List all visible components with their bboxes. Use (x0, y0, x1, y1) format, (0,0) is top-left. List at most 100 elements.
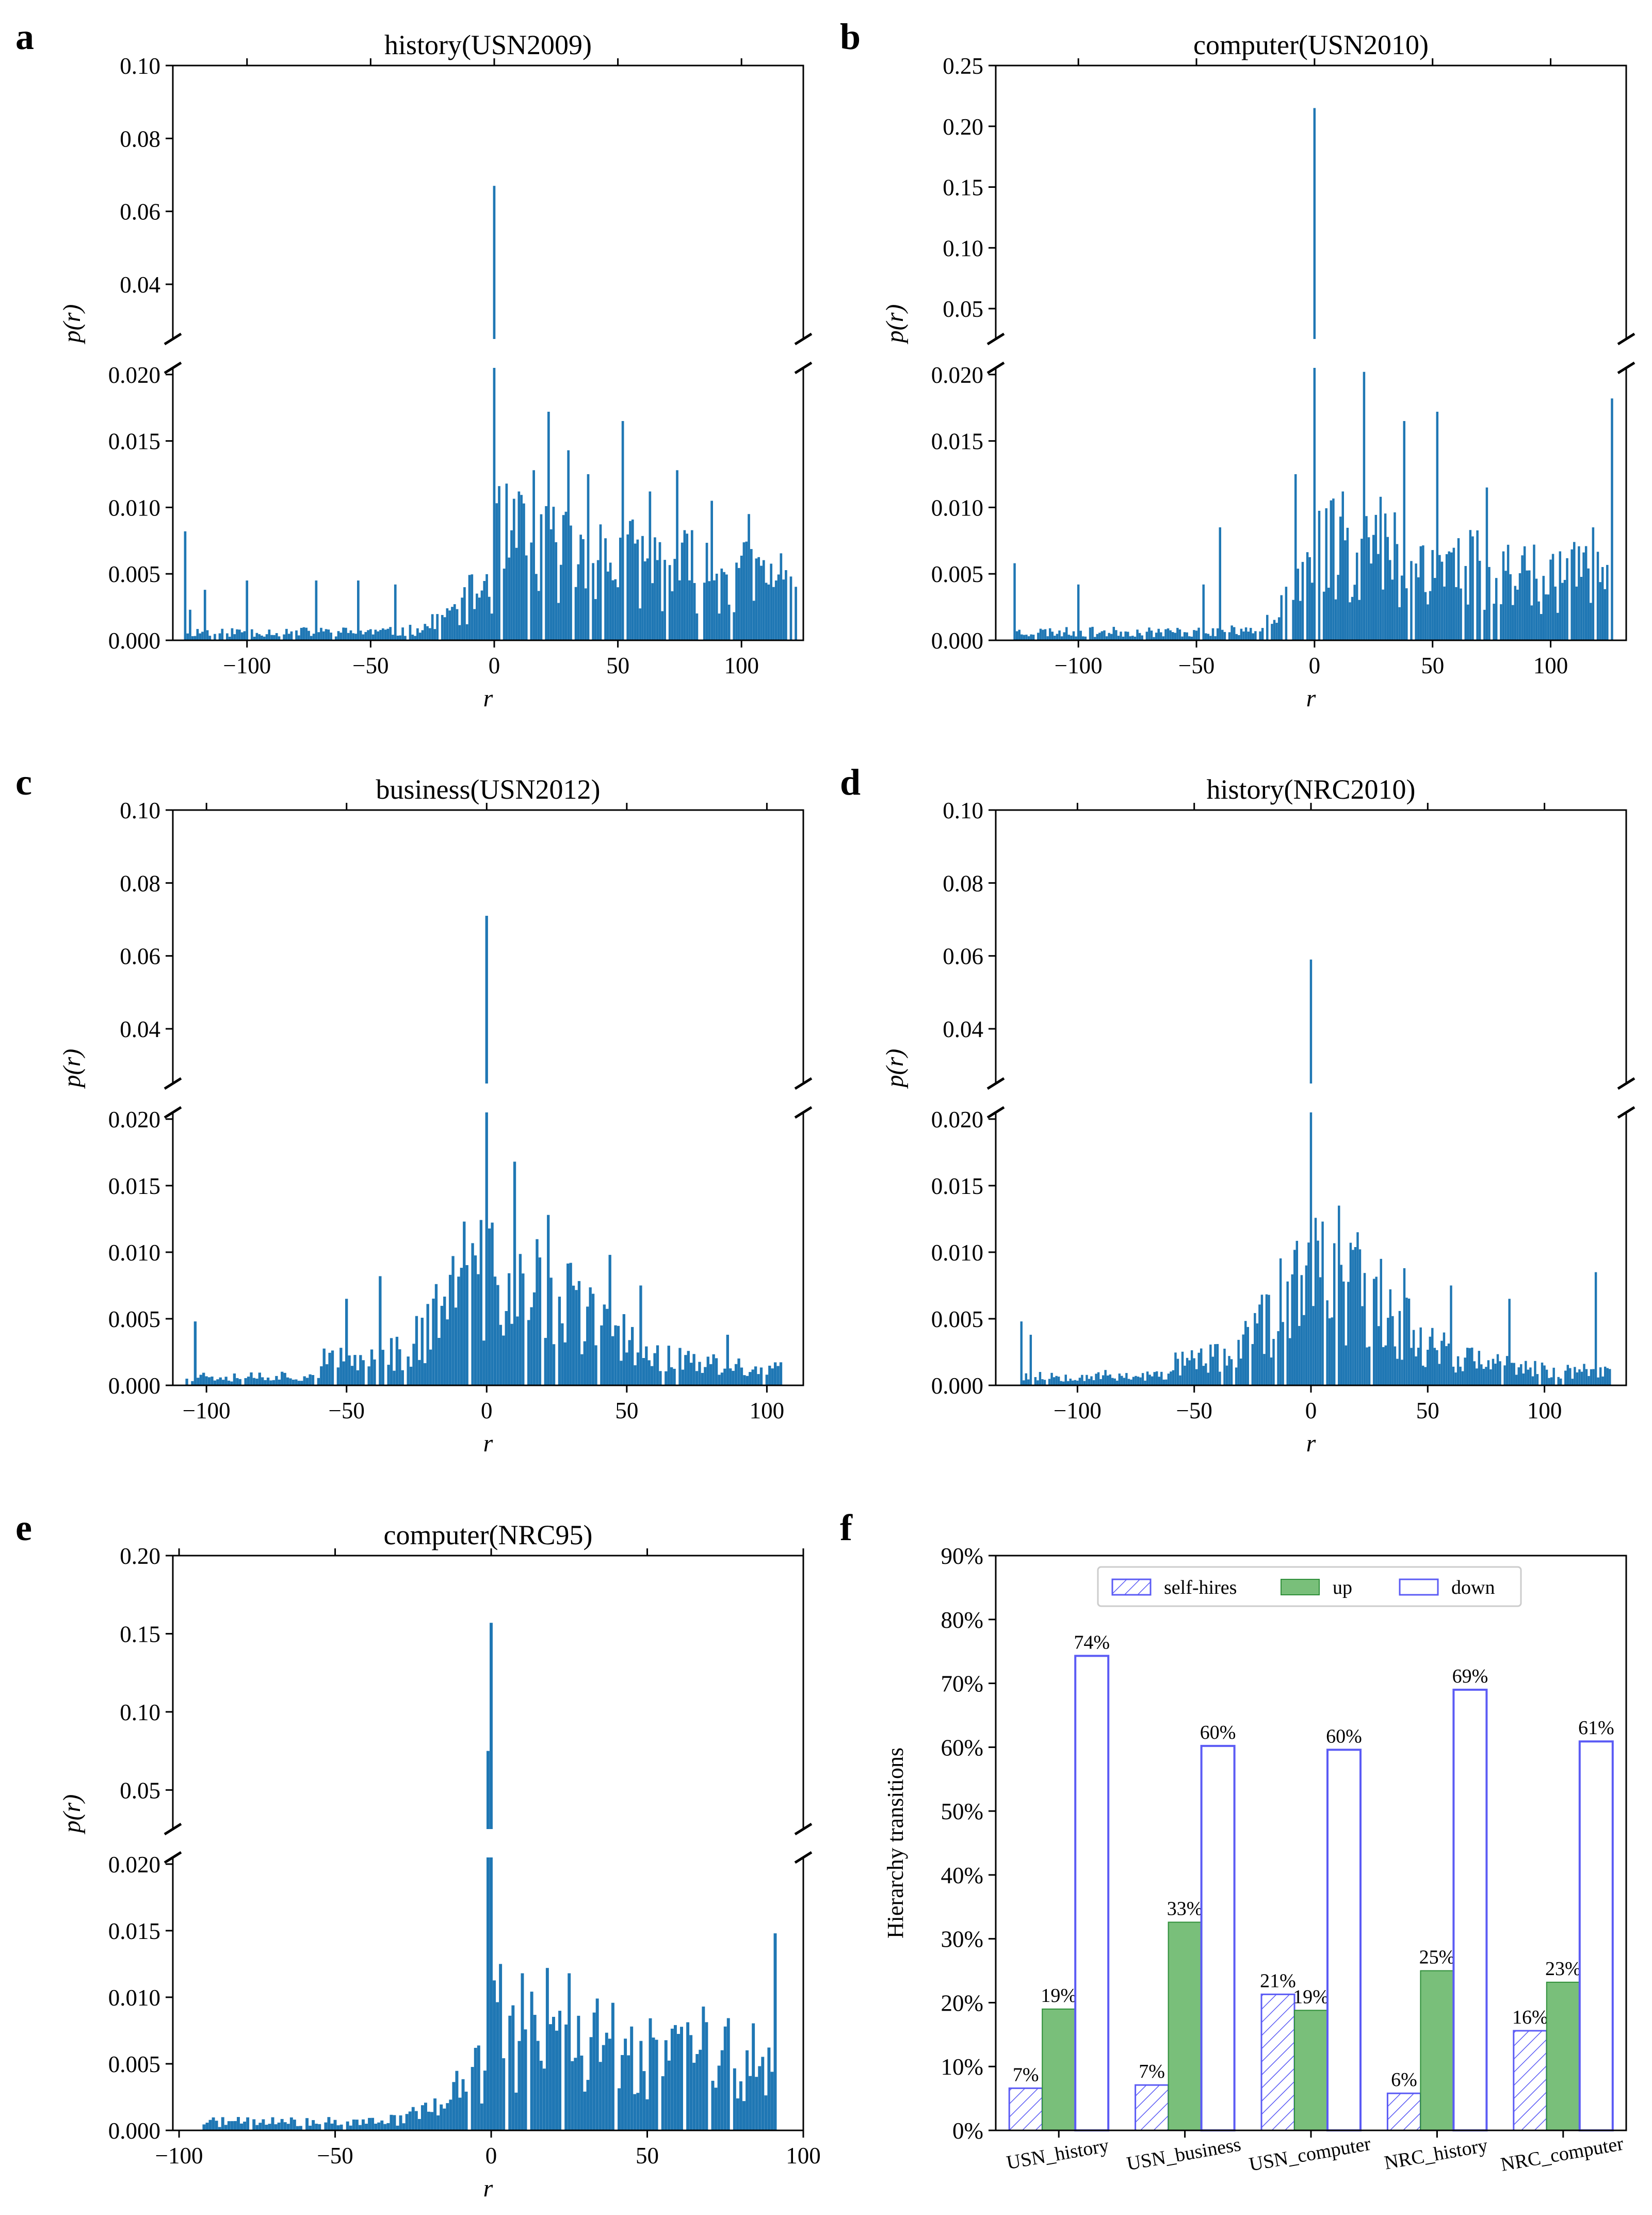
hist-bar (1354, 1247, 1357, 1385)
hist-bar (1023, 635, 1026, 640)
bar-data-label: 23% (1545, 1958, 1581, 1980)
lower-axis-frame (995, 368, 1627, 641)
hist-bar (537, 591, 540, 640)
hist-bar (711, 2080, 715, 2130)
hist-bar (339, 1348, 343, 1385)
hist-bar (746, 1376, 749, 1385)
hist-bar (1540, 614, 1543, 640)
hist-bar (517, 491, 521, 640)
x-tick-label: 50 (1421, 653, 1444, 678)
hist-bar (1422, 545, 1424, 640)
hist-bar (1450, 1285, 1452, 1385)
hist-bar (636, 2093, 640, 2130)
hist-bar (695, 2054, 699, 2130)
hist-bar (1123, 1378, 1126, 1385)
hist-bar (1205, 633, 1207, 640)
hist-bar (587, 474, 590, 640)
hist-bar (649, 491, 652, 640)
hist-bar (1429, 591, 1432, 640)
hist-bar (1145, 632, 1148, 640)
hist-bar (1476, 530, 1479, 640)
bar-self-hires-USN_computer (1260, 1993, 1295, 2131)
x-tick-label: 0 (481, 1398, 493, 1424)
hist-bar (1235, 634, 1238, 640)
hist-bar (1370, 563, 1372, 640)
hist-bar (303, 1376, 306, 1385)
hist-bar (1405, 1298, 1408, 1385)
hist-bar (1476, 1368, 1478, 1385)
bar-self-hires-NRC_computer (1513, 2030, 1548, 2131)
hist-bar (549, 1278, 553, 1385)
hist-bar (186, 633, 189, 640)
hist-bar (1172, 1370, 1175, 1385)
hist-bar (642, 2071, 646, 2130)
x-tick-label: 100 (750, 1398, 785, 1424)
hist-bar (1043, 1380, 1046, 1385)
hist-bar (1156, 1371, 1158, 1385)
hist-bar (493, 1276, 497, 1385)
hist-bar (1044, 629, 1047, 640)
hist-bar (499, 1964, 503, 2130)
hist-bar (574, 587, 577, 640)
hist-bar (272, 1380, 276, 1385)
hist-bar (261, 635, 263, 640)
hist-bar (334, 636, 337, 640)
hist-bar (1504, 571, 1507, 640)
hist-bar (1433, 1348, 1436, 1385)
panel-d: d history(NRC2010) 0.04 0.06 0.08 0.10 0.000 0.… (840, 762, 1635, 1457)
hist-bar (345, 1299, 348, 1385)
hist-bar (505, 1311, 508, 1385)
hist-bar (1141, 635, 1143, 640)
hist-bar (238, 1379, 241, 1385)
hist-bar (1104, 1370, 1107, 1385)
hist-bar (705, 2022, 708, 2130)
hist-bar (510, 530, 513, 640)
y-tick-label: 0.10 (120, 1700, 160, 1725)
axis-break-mark (1617, 1106, 1635, 1119)
hist-bar (302, 627, 305, 640)
hist-bar (482, 1340, 485, 1385)
hist-bar (1534, 1361, 1536, 1385)
hist-bar (1076, 1380, 1079, 1385)
hist-bar (297, 1381, 301, 1385)
hist-bar (1137, 1377, 1140, 1385)
hist-bar (654, 537, 656, 640)
hist-bar (1188, 636, 1191, 640)
hist-bar (1088, 1379, 1091, 1385)
hist-bar (1368, 1346, 1371, 1385)
hist-bar (1333, 1243, 1336, 1385)
hist-bar (1427, 604, 1429, 640)
axis-break-mark (164, 1851, 182, 1864)
hist-bar-upper (485, 915, 488, 1084)
hist-bar (1188, 1360, 1191, 1385)
legend: self-hires up down (1097, 1566, 1522, 1607)
hist-bar (1377, 1326, 1380, 1385)
panel-a: a history(USN2009) 0.04 0.06 0.08 0.10 0.000 0.… (15, 16, 813, 712)
hist-bar (486, 1857, 490, 2130)
hist-bar (1058, 630, 1061, 640)
hist-bar (1301, 562, 1304, 640)
hist-bar (572, 1285, 575, 1385)
hist-bar (222, 1380, 225, 1385)
hist-bar (1171, 632, 1174, 640)
hist-bar (1242, 631, 1245, 640)
hist-bar (1176, 627, 1179, 640)
hist-bar (1135, 1376, 1137, 1385)
hist-bar (1597, 1377, 1599, 1385)
hist-bar (493, 368, 496, 640)
hist-bar (625, 1352, 628, 1385)
hist-bar (480, 590, 483, 640)
hist-bar (409, 1366, 413, 1385)
hist-bar (1594, 1272, 1597, 1385)
hist-bar (1081, 1375, 1083, 1385)
hist-bar (1459, 1366, 1462, 1385)
axis-break-mark (1617, 1077, 1635, 1090)
y-tick-label: 0.005 (931, 1306, 983, 1332)
hist-bar (748, 514, 750, 640)
hist-bar (1318, 510, 1321, 640)
hist-bar (508, 1273, 511, 1385)
hist-bar (1500, 604, 1502, 640)
hist-bar (1394, 1346, 1397, 1385)
hist-bar (281, 1371, 284, 1385)
hist-bar (749, 1372, 752, 1385)
